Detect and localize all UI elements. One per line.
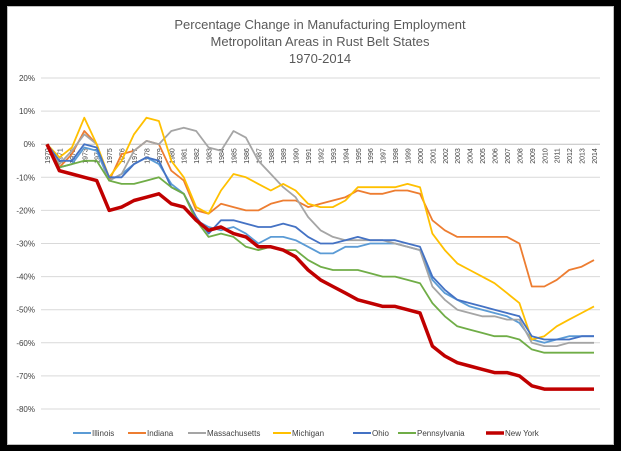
x-tick-label: 2013 xyxy=(580,148,587,164)
y-tick-label: 0% xyxy=(23,140,35,149)
x-tick-label: 1977 xyxy=(132,148,139,164)
y-tick-label: -50% xyxy=(16,306,35,315)
x-tick-label: 2003 xyxy=(455,148,462,164)
legend: Illinois Indiana Massachusetts Michigan Ohio… xyxy=(73,429,540,438)
x-tick-label: 1984 xyxy=(219,148,226,164)
series-lines xyxy=(45,116,595,391)
y-tick-label: -80% xyxy=(16,405,35,414)
legend-label-new-york: New York xyxy=(505,429,540,438)
x-tick-label: 2001 xyxy=(430,148,437,164)
y-tick-label: 10% xyxy=(19,107,35,116)
x-tick-label: 1987 xyxy=(256,148,263,164)
x-tick-label: 1979 xyxy=(157,148,164,164)
x-tick-label: 1989 xyxy=(281,148,288,164)
legend-label-indiana: Indiana xyxy=(147,429,174,438)
x-tick-label: 1972 xyxy=(70,148,77,164)
y-tick-label: -20% xyxy=(16,206,35,215)
x-tick-label: 2006 xyxy=(493,148,500,164)
x-tick-label: 2008 xyxy=(517,148,524,164)
x-tick-label: 1980 xyxy=(169,148,176,164)
legend-label-ohio: Ohio xyxy=(372,429,389,438)
series-line-ohio xyxy=(46,143,594,341)
x-tick-label: 1995 xyxy=(356,148,363,164)
x-tick-label: 1986 xyxy=(244,148,251,164)
legend-label-pennsylvania: Pennsylvania xyxy=(417,429,465,438)
series-line-massachusetts xyxy=(46,126,594,348)
series-line-michigan xyxy=(46,116,595,341)
x-tick-label: 2010 xyxy=(542,148,549,164)
x-tick-label: 1990 xyxy=(294,148,301,164)
x-tick-label: 2012 xyxy=(567,148,574,164)
x-tick-label: 2005 xyxy=(480,148,487,164)
x-tick-label: 2007 xyxy=(505,148,512,164)
legend-label-massachusetts: Massachusetts xyxy=(207,429,260,438)
y-tick-label: -30% xyxy=(16,240,35,249)
y-axis: 20% 10% 0% -10% -20% -30% -40% -50% -60% -70% -80% xyxy=(16,74,35,414)
x-tick-label: 2000 xyxy=(418,148,425,164)
x-tick-label: 1998 xyxy=(393,148,400,164)
x-tick-label: 1996 xyxy=(368,148,375,164)
y-tick-label: -70% xyxy=(16,372,35,381)
x-tick-label: 1970 xyxy=(45,148,52,164)
x-tick-label: 1983 xyxy=(207,148,214,164)
x-tick-label: 1978 xyxy=(144,148,151,164)
x-tick-label: 1997 xyxy=(381,148,388,164)
x-tick-label: 1993 xyxy=(331,148,338,164)
chart-title-line-1: Percentage Change in Manufacturing Emplo… xyxy=(174,17,466,32)
x-tick-label: 2004 xyxy=(468,148,475,164)
y-tick-label: -40% xyxy=(16,273,35,282)
x-tick-label: 1994 xyxy=(343,148,350,164)
x-tick-label: 1999 xyxy=(406,148,413,164)
legend-label-illinois: Illinois xyxy=(92,429,114,438)
chart-title-line-2: Metropolitan Areas in Rust Belt States xyxy=(211,34,430,49)
x-tick-label: 1973 xyxy=(82,148,89,164)
chart-panel: Percentage Change in Manufacturing Emplo… xyxy=(7,6,614,445)
x-tick-label: 1985 xyxy=(231,148,238,164)
series-line-pennsylvania xyxy=(46,143,594,354)
series-line-new-york xyxy=(45,143,594,391)
y-tick-label: -10% xyxy=(16,173,35,182)
x-tick-label: 1982 xyxy=(194,148,201,164)
x-tick-label: 2002 xyxy=(443,148,450,164)
x-tick-label: 1975 xyxy=(107,148,114,164)
chart-title-line-3: 1970-2014 xyxy=(289,51,351,66)
x-tick-label: 1981 xyxy=(182,148,189,164)
x-tick-label: 2014 xyxy=(592,148,599,164)
x-tick-label: 1991 xyxy=(306,148,313,164)
x-tick-label: 1988 xyxy=(269,148,276,164)
y-tick-label: 20% xyxy=(19,74,35,83)
legend-label-michigan: Michigan xyxy=(292,429,324,438)
x-tick-label: 1992 xyxy=(319,148,326,164)
x-tick-label: 2011 xyxy=(555,148,562,163)
line-chart: Percentage Change in Manufacturing Emplo… xyxy=(16,17,600,438)
y-tick-label: -60% xyxy=(16,339,35,348)
x-tick-label: 2009 xyxy=(530,148,537,164)
